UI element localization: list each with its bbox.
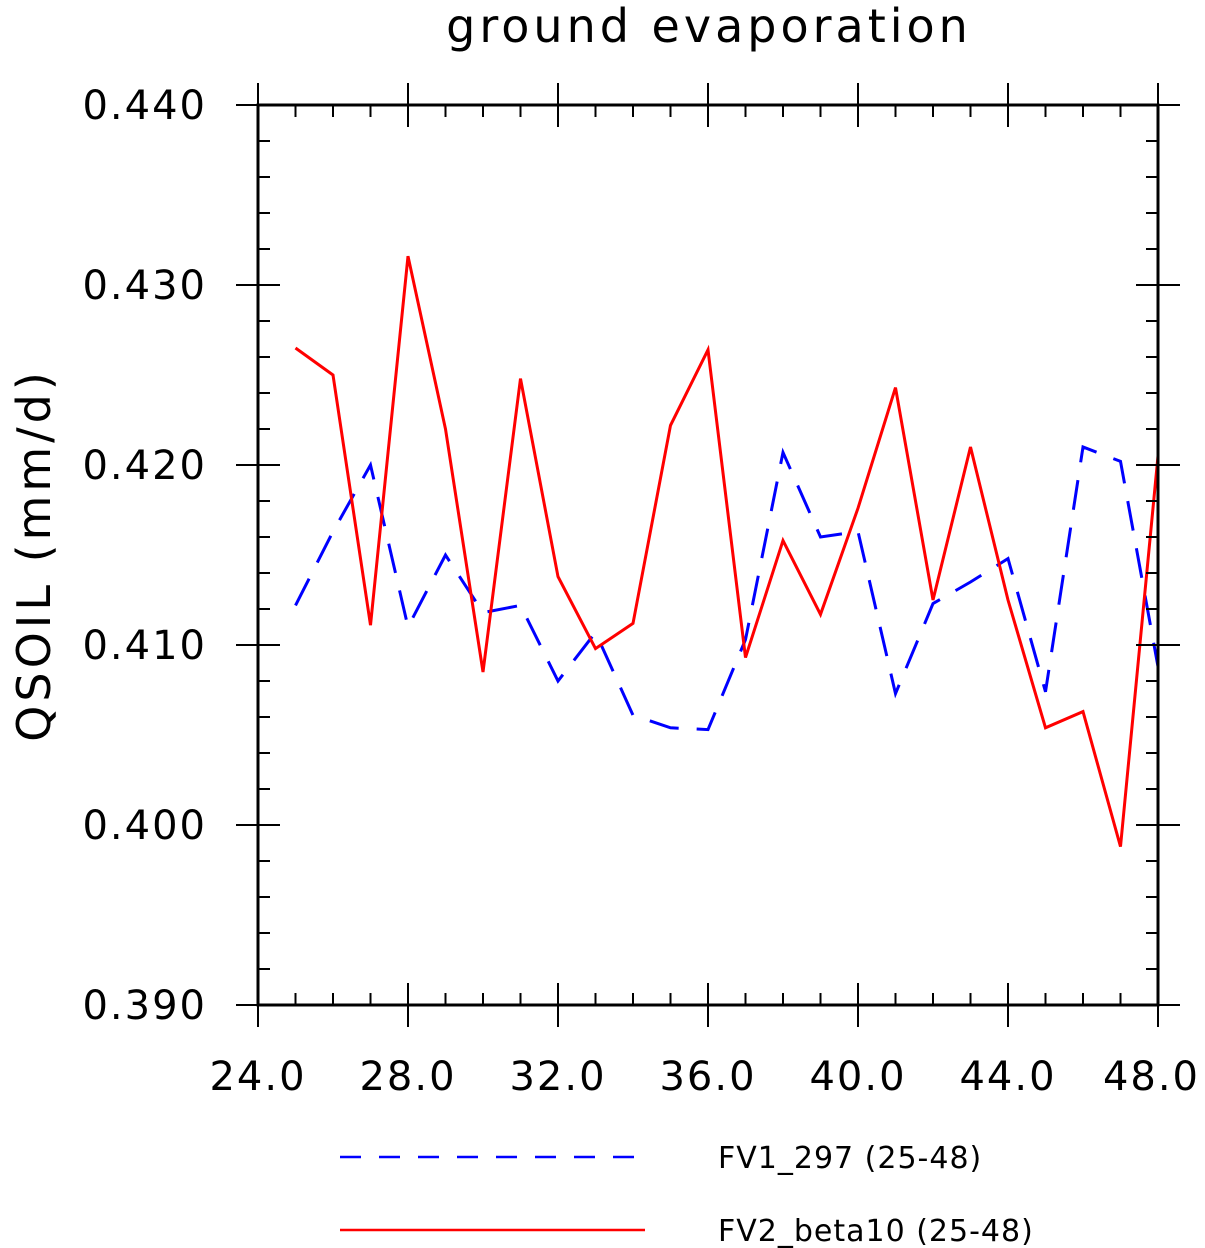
y-tick-label: 0.400 [82,803,207,849]
plot-border [256,103,1160,1007]
x-tick-label: 48.0 [1103,1054,1200,1100]
legend-label-2: FV2_beta10 (25-48) [718,1214,1034,1248]
legend-label-1: FV1_297 (25-48) [718,1141,982,1176]
y-tick-label: 0.430 [82,263,207,309]
y-tick-label: 0.420 [82,443,207,489]
x-tick-label: 32.0 [509,1054,606,1100]
y-tick-label: 0.440 [82,83,207,129]
plot-data [294,255,1160,848]
x-axis-ticks: 24.0 28.0 32.0 36.0 40.0 44.0 48.0 [209,83,1200,1100]
legend: FV1_297 (25-48) FV2_beta10 (25-48) [340,1141,1034,1248]
plot-frame [256,103,1160,1007]
y-axis-ticks: 0.390 0.400 0.410 0.420 0.430 0.440 [82,83,1180,1029]
x-tick-label: 44.0 [959,1054,1056,1100]
x-tick-label: 24.0 [209,1054,306,1100]
y-tick-label: 0.410 [82,623,207,669]
series-line-2 [294,255,1160,848]
x-tick-label: 36.0 [659,1054,756,1100]
x-tick-label: 28.0 [359,1054,456,1100]
y-tick-label: 0.390 [82,983,207,1029]
chart-title: ground evaporation [446,0,972,53]
x-tick-label: 40.0 [809,1054,906,1100]
y-axis-label: QSOIL (mm/d) [7,368,61,742]
series-line-1 [294,444,1160,732]
